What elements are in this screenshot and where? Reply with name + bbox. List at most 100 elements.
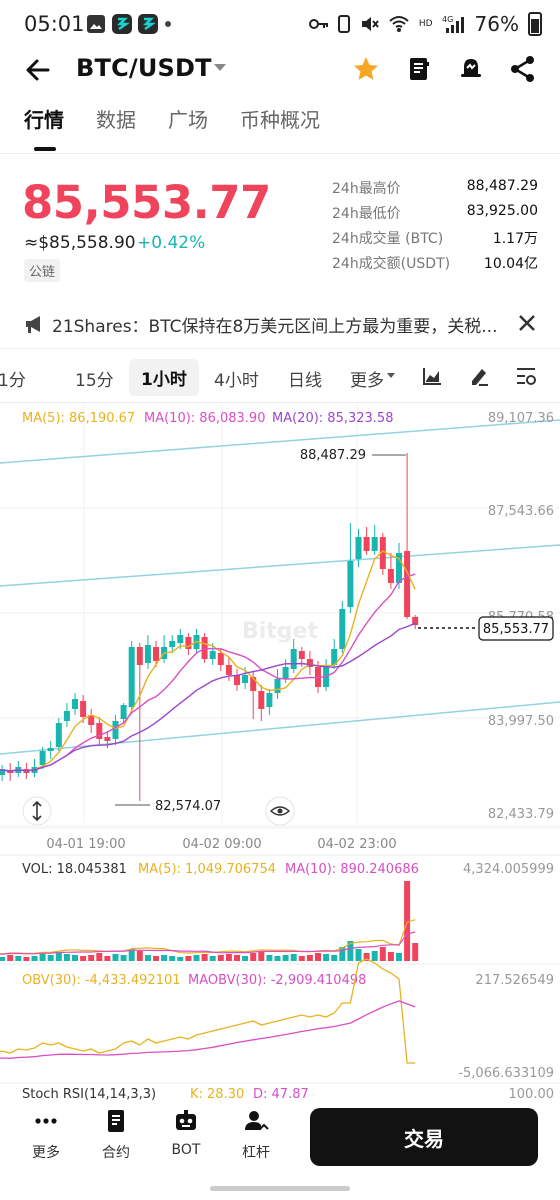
- gallery-icon: [87, 15, 105, 33]
- ma5-label: MA(5): 86,190.67: [22, 411, 135, 426]
- volume-bar: [193, 955, 200, 961]
- tab-market[interactable]: 行情: [24, 108, 64, 132]
- volume-bar: [347, 941, 354, 961]
- trade-button[interactable]: 交易: [310, 1108, 538, 1166]
- expand-button[interactable]: [22, 796, 52, 826]
- battery-icon: [528, 12, 542, 36]
- app-notification-icon: [112, 14, 132, 34]
- candle-body: [396, 553, 402, 583]
- volume-bar: [104, 956, 111, 961]
- category-tag[interactable]: 公链: [24, 259, 61, 282]
- volume-bar: [72, 955, 78, 961]
- candle-body: [47, 748, 54, 751]
- volume-bar: [120, 955, 127, 961]
- last-price-box: [478, 616, 554, 641]
- stat-value: 83,925.00: [466, 203, 538, 219]
- volume-bar: [128, 949, 135, 961]
- candlestick-chart[interactable]: Bitget MA(5): 86,190.67 MA(10): 86,083.9…: [0, 403, 560, 1100]
- status-system-icons: HD 4G 76%: [308, 12, 542, 36]
- volume-bar: [396, 953, 402, 961]
- contract-icon: [108, 1110, 124, 1132]
- vol-ma5-label: MA(5): 1,049.706754: [138, 862, 276, 877]
- price-change: +0.42%: [137, 233, 206, 253]
- volume-bar: [290, 954, 297, 961]
- candle-body: [371, 537, 378, 551]
- candle-body: [169, 641, 176, 647]
- chart-type-icon[interactable]: [422, 366, 442, 386]
- news-ticker[interactable]: 21Shares：BTC保持在8万美元区间上方最为重要，关税...: [24, 310, 540, 340]
- volume-bar: [355, 949, 362, 961]
- maobv-line: [0, 1000, 416, 1059]
- back-arrow-icon[interactable]: [24, 56, 52, 84]
- stat-value: 10.04亿: [483, 256, 538, 272]
- time-axis-tick: 04-01 19:00: [46, 837, 125, 852]
- tab-square[interactable]: 广场: [168, 108, 208, 132]
- candle-body: [258, 691, 265, 709]
- stat-row: 24h成交量 (BTC) 1.17万: [332, 228, 538, 253]
- price-alert-icon[interactable]: [456, 54, 486, 84]
- bottom-nav: 更多 合约 BOT 杠杆 交易: [0, 1100, 560, 1200]
- draw-tool-icon[interactable]: [469, 365, 489, 387]
- price-axis-tick: 87,543.66: [488, 504, 554, 519]
- ma10-label: MA(10): 86,083.90: [144, 411, 265, 426]
- candle-body: [234, 675, 240, 685]
- candle-body: [153, 647, 159, 661]
- candle-body: [379, 537, 386, 569]
- main-tabs: 行情 数据 广场 币种概况: [24, 104, 320, 133]
- status-bar: 05:01 HD 4G 76%: [0, 0, 560, 50]
- candle-body: [250, 677, 257, 691]
- stat-label: 24h成交量 (BTC): [332, 231, 444, 247]
- visibility-button[interactable]: [265, 796, 295, 826]
- pair-title[interactable]: BTC/USDT: [76, 54, 212, 82]
- candle-body: [88, 715, 95, 725]
- obv-label: OBV(30): -4,433.492101: [22, 973, 181, 988]
- pair-dropdown-icon[interactable]: [214, 64, 226, 71]
- stat-row: 24h成交额(USDT) 10.04亿: [332, 253, 538, 278]
- share-icon[interactable]: [508, 54, 538, 84]
- nav-contract[interactable]: 合约: [86, 1108, 146, 1162]
- candle-body: [185, 637, 192, 649]
- volume-bar: [274, 956, 281, 961]
- volume-bar: [306, 955, 313, 961]
- battery-percent: 76%: [474, 12, 519, 36]
- candle-body: [355, 537, 362, 559]
- last-price: 85,553.77: [22, 176, 271, 229]
- volume-bar: [153, 956, 159, 961]
- candle-body: [225, 665, 232, 675]
- interval-1d[interactable]: 日线: [288, 371, 322, 391]
- volume-bar: [185, 956, 192, 961]
- stat-label: 24h最低价: [332, 206, 401, 222]
- maobv-label: MAOBV(30): -2,909.410498: [188, 973, 366, 988]
- obv-line: [0, 958, 416, 1064]
- nav-bot[interactable]: BOT: [156, 1108, 216, 1158]
- volume-bar: [258, 952, 265, 961]
- indicator-settings-icon[interactable]: [515, 366, 537, 386]
- interval-15m[interactable]: 15分: [75, 371, 114, 391]
- volume-bar: [315, 953, 321, 961]
- nav-more[interactable]: 更多: [16, 1108, 76, 1162]
- stat-label: 24h最高价: [332, 181, 401, 197]
- favorite-star-icon[interactable]: [351, 54, 381, 84]
- candle-body: [412, 617, 419, 625]
- price-axis-tick: 82,433.79: [488, 807, 554, 822]
- vol-ma5-line: [0, 919, 416, 955]
- time-axis-tick: 04-02 23:00: [317, 837, 396, 852]
- obv-max-label: 217.526549: [475, 973, 554, 988]
- battery-saver-icon: [337, 15, 350, 33]
- interval-more[interactable]: 更多: [350, 371, 384, 391]
- volume-bar: [47, 955, 54, 961]
- candle-body: [72, 699, 78, 709]
- volume-bar: [177, 957, 184, 961]
- interval-1h[interactable]: 1小时: [129, 359, 199, 396]
- tab-data[interactable]: 数据: [96, 108, 136, 132]
- close-icon[interactable]: [518, 314, 536, 332]
- nav-leverage[interactable]: 杠杆: [226, 1108, 286, 1162]
- tab-coin-overview[interactable]: 币种概况: [240, 108, 320, 132]
- key-icon: [308, 19, 328, 29]
- interval-4h[interactable]: 4小时: [214, 371, 259, 391]
- nav-label: BOT: [171, 1142, 201, 1158]
- notes-icon[interactable]: [404, 54, 434, 84]
- candle-body: [80, 701, 87, 717]
- stoch-d-label: D: 47.87: [253, 1087, 309, 1100]
- interval-1m[interactable]: 1分: [0, 371, 26, 391]
